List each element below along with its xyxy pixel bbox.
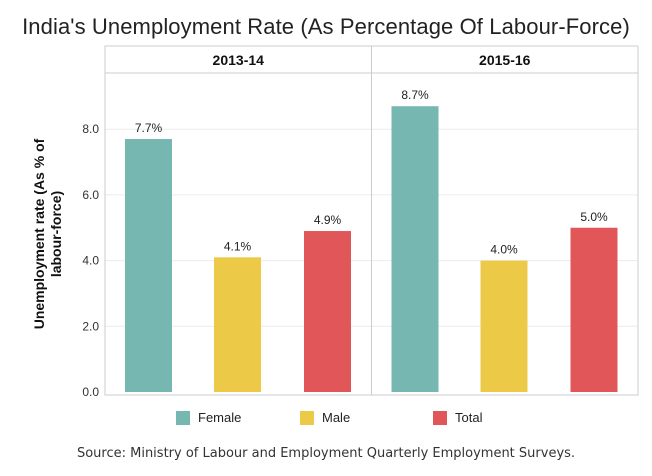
bar <box>391 106 439 392</box>
y-tick-label: 6.0 <box>82 188 99 202</box>
bar <box>304 231 351 392</box>
chart-title: India's Unemployment Rate (As Percentage… <box>22 14 630 39</box>
panel-title: 2013-14 <box>213 52 265 68</box>
panel-title: 2015-16 <box>479 52 531 68</box>
y-tick-label: 0.0 <box>82 385 99 399</box>
bar <box>125 139 172 392</box>
y-tick-label: 2.0 <box>82 319 99 333</box>
panel-header <box>371 45 639 74</box>
legend-swatch <box>176 410 190 425</box>
bar-data-label: 4.9% <box>314 213 342 227</box>
legend-label: Total <box>455 410 483 425</box>
chart-legend: Female Male Total <box>0 410 652 430</box>
legend-label: Female <box>198 410 242 425</box>
bar-data-label: 7.7% <box>135 121 163 135</box>
bar-data-label: 5.0% <box>580 210 608 224</box>
bar-data-label: 4.0% <box>490 243 518 257</box>
legend-swatch <box>300 410 314 425</box>
legend-item: Male <box>300 410 350 425</box>
y-axis-title: Unemployment rate (As % oflabour-force) <box>31 138 64 329</box>
y-tick-label: 4.0 <box>82 254 99 268</box>
panel-frame <box>371 72 639 396</box>
y-tick-label: 8.0 <box>82 122 99 136</box>
legend-item: Total <box>433 410 482 425</box>
legend-label: Male <box>322 410 351 425</box>
bar <box>214 257 261 392</box>
bar-data-label: 8.7% <box>401 88 429 102</box>
y-axis-title-line: labour-force) <box>48 191 64 277</box>
legend-item: Female <box>176 410 241 425</box>
legend-swatch <box>433 410 447 425</box>
bar <box>570 227 618 392</box>
y-axis-title-line: Unemployment rate (As % of <box>31 138 47 329</box>
bar <box>480 260 528 392</box>
source-note: Source: Ministry of Labour and Employmen… <box>76 446 576 461</box>
bar-data-label: 4.1% <box>224 239 252 253</box>
